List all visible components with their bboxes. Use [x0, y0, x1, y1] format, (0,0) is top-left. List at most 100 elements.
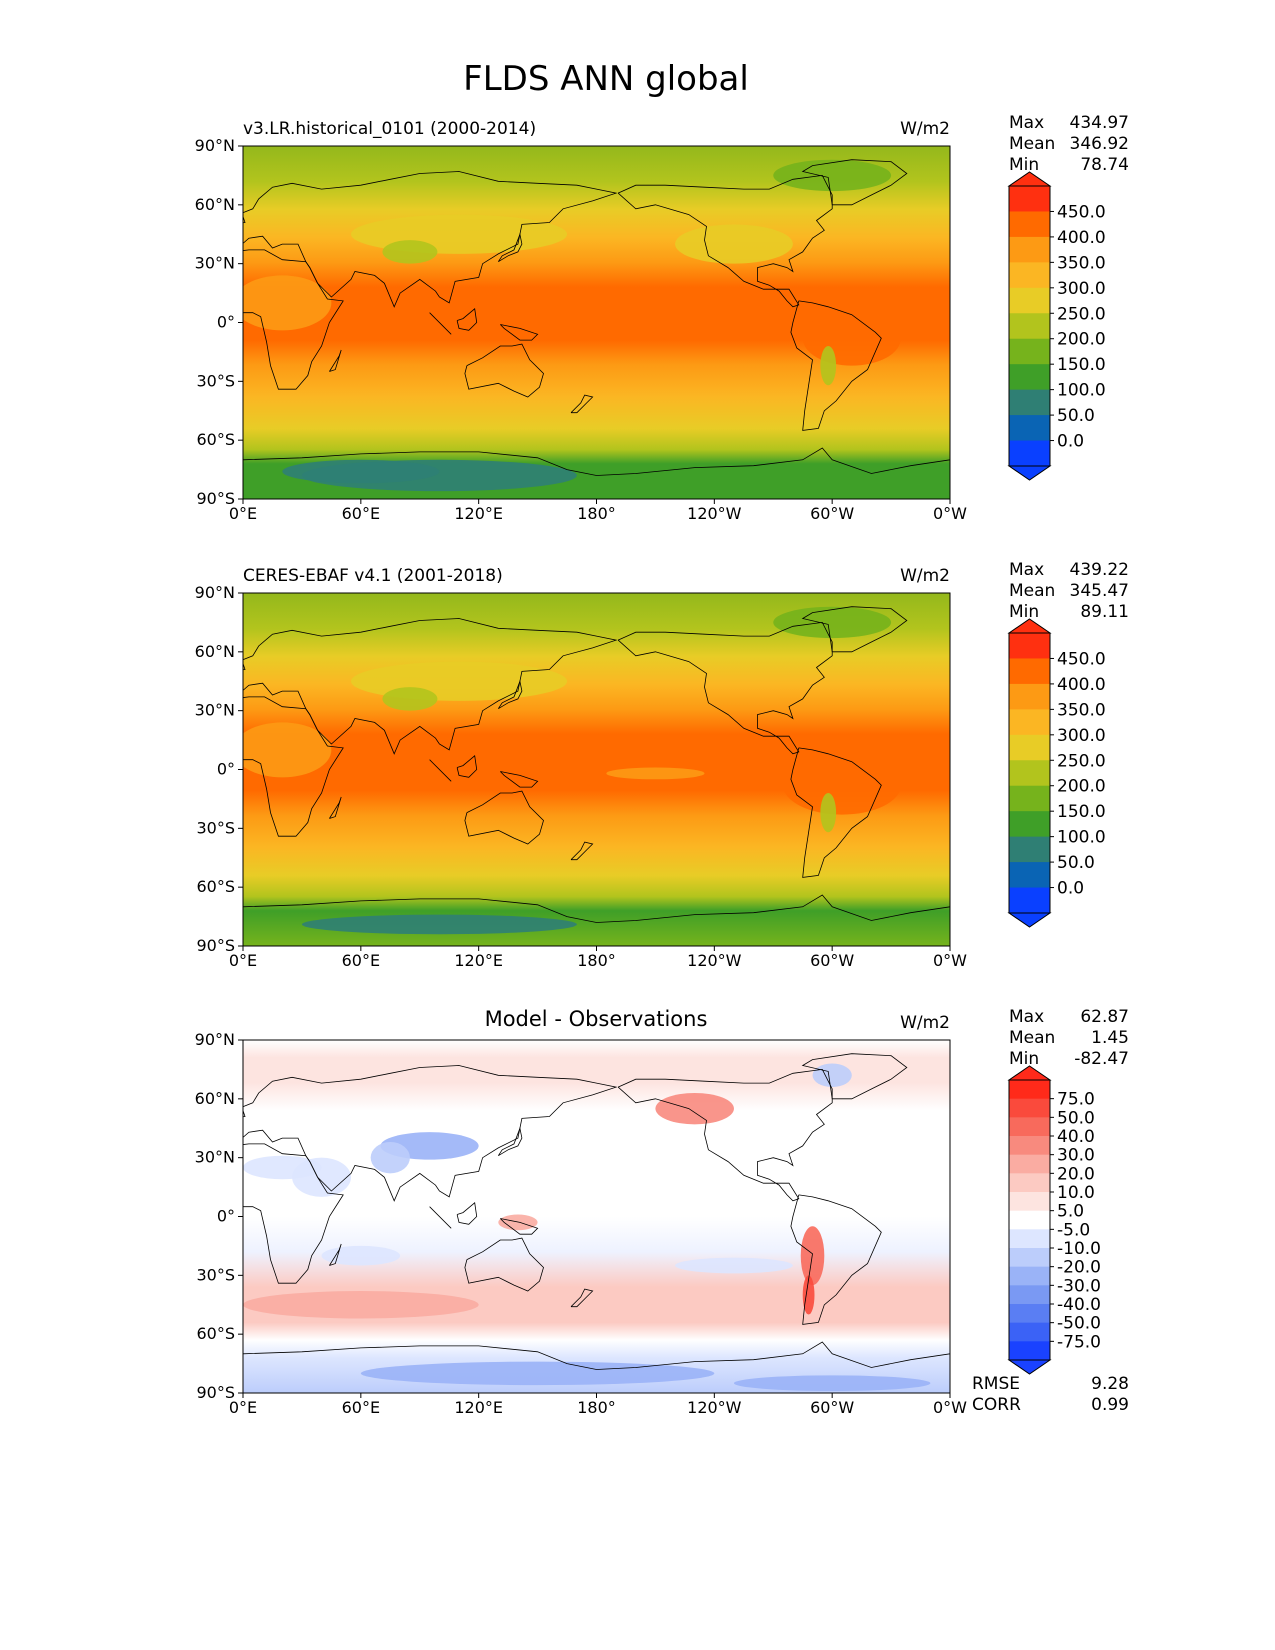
field-feature: [537, 1294, 734, 1315]
lon-tick-label: 0°E: [229, 504, 257, 523]
colorbar-segment: [1009, 236, 1050, 263]
coastline: [500, 1218, 539, 1235]
colorbar-segment: [1009, 709, 1050, 736]
panel-obs-units: W/m2: [900, 566, 950, 586]
field-feature: [243, 1291, 479, 1319]
colorbar-label: 0.0: [1057, 879, 1084, 899]
colorbar-observations: 450.0 400.0 350.0 300.0 250.0 200.0 150.0 100.0…: [1007, 618, 1106, 928]
field-feature: [382, 687, 438, 711]
panel-obs-stats: Max 439.22 Mean 345.47 Min 89.11: [1009, 560, 1129, 622]
stat-label: Min: [1009, 602, 1039, 622]
field-feature: [243, 1155, 322, 1180]
coastline: [617, 174, 833, 308]
colorbar-segment: [1009, 1248, 1050, 1268]
lon-tick-label: 120°W: [687, 951, 742, 970]
coastline: [790, 1194, 882, 1325]
coastline: [456, 755, 478, 778]
lon-tick-label: 0°W: [933, 504, 967, 523]
lon-tick-label: 60°W: [810, 951, 854, 970]
field-feature: [360, 1361, 715, 1386]
colorbar-label: 250.0: [1057, 751, 1106, 771]
lat-tick-label: 0°: [217, 1207, 235, 1226]
coastline: [570, 394, 594, 414]
coastline: [801, 606, 908, 653]
colorbar-segment: [1009, 734, 1050, 761]
lat-tick-label: 90°S: [196, 489, 235, 508]
colorbar-segment: [1009, 313, 1050, 340]
coastline: [429, 759, 452, 782]
colorbar-label: 100.0: [1057, 828, 1106, 848]
colorbar-label: 350.0: [1057, 253, 1106, 273]
lon-tick-label: 0°E: [229, 951, 257, 970]
colorbar-segment: [1009, 389, 1050, 416]
coastline: [500, 324, 539, 341]
colorbar-extend-bottom: [1007, 1359, 1052, 1375]
field-feature: [675, 224, 793, 264]
stat-label: Mean: [1009, 1028, 1055, 1048]
coastline: [801, 1053, 908, 1100]
colorbar-segment: [1009, 1080, 1050, 1100]
field-feature: [321, 1245, 401, 1266]
lat-tick-label: 30°N: [195, 254, 235, 273]
panel-obs-left-title: CERES-EBAF v4.1 (2001-2018): [243, 566, 503, 586]
field-feature: [675, 1257, 793, 1274]
panel-observations: 90°N 60°N 30°N 0° 30°S 60°S 90°S0°E 60°E 120°E 18…: [195, 583, 968, 970]
field-feature: [802, 310, 901, 366]
field-feature: [733, 1375, 931, 1392]
colorbar-label: 450.0: [1057, 649, 1106, 669]
lon-tick-label: 0°E: [229, 1398, 257, 1417]
field-diff: [243, 1040, 950, 1393]
colorbar-label: 5.0: [1057, 1202, 1084, 1222]
stat-label: Mean: [1009, 134, 1055, 154]
field-feature: [655, 1092, 734, 1125]
coastline: [497, 679, 523, 710]
lat-tick-label: 90°S: [196, 1383, 235, 1402]
field-feature: [820, 793, 837, 833]
colorbar-label: -30.0: [1057, 1276, 1101, 1296]
metric-label-corr: CORR: [972, 1395, 1021, 1415]
stat-value: 434.97: [1070, 113, 1129, 133]
lon-tick-label: 60°W: [810, 504, 854, 523]
colorbar-label: 50.0: [1057, 853, 1095, 873]
field-feature: [301, 914, 577, 935]
stat-value: -82.47: [1074, 1049, 1129, 1069]
stat-label: Max: [1009, 560, 1044, 580]
lon-tick-label: 60°W: [810, 1398, 854, 1417]
coastline: [464, 1237, 544, 1292]
colorbar-frame: [1008, 1079, 1051, 1361]
colorbar-label: 200.0: [1057, 330, 1106, 350]
coastline: [456, 1202, 478, 1225]
coastline: [801, 159, 908, 206]
lat-tick-label: 0°: [217, 313, 235, 332]
stat-label: Min: [1009, 1049, 1039, 1069]
colorbar-segment: [1009, 1341, 1050, 1361]
lat-tick-label: 0°: [217, 760, 235, 779]
panel-model-stats: Max 434.97 Mean 346.92 Min 78.74: [1009, 113, 1129, 175]
coastline: [243, 249, 344, 390]
stat-label: Mean: [1009, 581, 1055, 601]
coastline: [500, 771, 539, 788]
colorbar-label: 0.0: [1057, 432, 1084, 452]
panel-difference: 90°N 60°N 30°N 0° 30°S 60°S 90°S0°E 60°E 120°E 18…: [195, 1030, 968, 1417]
colorbar-segment: [1009, 1154, 1050, 1174]
field-feature: [820, 346, 837, 386]
field-feature: [812, 1063, 852, 1088]
panel-model-left-title: v3.LR.historical_0101 (2000-2014): [243, 119, 536, 139]
coastline: [329, 796, 342, 819]
panel-diff-units: W/m2: [900, 1013, 950, 1033]
field-feature: [243, 722, 332, 778]
lat-tick-label: 30°N: [195, 701, 235, 720]
colorbar-label: 50.0: [1057, 1108, 1095, 1128]
lon-tick-label: 180°: [577, 504, 616, 523]
colorbar-difference: 75.050.040.030.020.010.05.0-5.0-10.0-20.…: [1007, 1065, 1101, 1375]
colorbar-segment: [1009, 862, 1050, 889]
colorbar-segment: [1009, 658, 1050, 685]
colorbar-label: 75.0: [1057, 1090, 1095, 1110]
lon-tick-label: 0°W: [933, 1398, 967, 1417]
colorbar-label: 300.0: [1057, 726, 1106, 746]
field-feature: [606, 767, 705, 780]
field-feature: [370, 1141, 410, 1174]
colorbar-segment: [1009, 811, 1050, 838]
stat-label: Max: [1009, 1007, 1044, 1027]
